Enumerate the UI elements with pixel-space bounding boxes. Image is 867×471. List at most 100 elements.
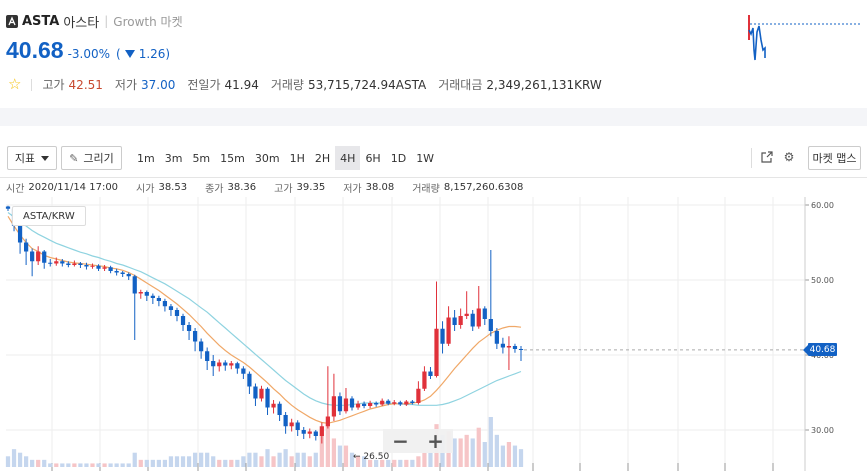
candle-body-36	[223, 362, 228, 366]
volume-bar-76	[464, 434, 469, 467]
volume-bar-23	[144, 459, 149, 467]
market-map-button[interactable]: 마켓 맵스	[808, 146, 861, 170]
volume-value: 53,715,724.94ASTA	[307, 77, 427, 92]
zoom-out-button[interactable]: −	[392, 429, 409, 453]
candle-body-53	[325, 416, 330, 427]
candle-body-78	[476, 308, 481, 327]
volume-bar-40	[247, 452, 252, 467]
interval-1h[interactable]: 1H	[289, 151, 305, 165]
volume-bar-55	[337, 445, 343, 467]
candle-body-22	[138, 292, 143, 294]
high-value-info: 39.35	[296, 181, 326, 193]
volume-bar-77	[470, 438, 475, 467]
title-row: ASTA 아스타 | Growth 마켓	[6, 12, 183, 31]
coin-symbol: ASTA	[22, 13, 60, 29]
close-value: 38.36	[227, 181, 257, 193]
interval-1d[interactable]: 1D	[390, 151, 407, 165]
mini-price-path	[748, 25, 766, 61]
candle-body-28	[174, 310, 180, 316]
candle-body-4	[30, 251, 35, 262]
volume-bar-16	[102, 463, 107, 467]
candle-body-58	[355, 403, 361, 408]
prev-close-label: 전일가	[187, 78, 221, 92]
volume-bar-62	[380, 459, 385, 467]
volume-bar-66	[404, 459, 409, 467]
volume-bar-5	[36, 459, 41, 467]
volume-bar-69	[422, 452, 427, 467]
trade-value-value: 2,349,261,131KRW	[486, 77, 602, 92]
fullscreen-icon[interactable]	[760, 150, 774, 164]
candle-body-64	[392, 402, 397, 404]
volume-bar-7	[48, 463, 53, 467]
volume-bar-33	[205, 452, 210, 467]
candle-body-54	[331, 396, 337, 417]
candle-body-83	[506, 346, 512, 348]
candle-body-56	[343, 398, 349, 412]
y-tick-label-1: 50.00	[811, 276, 834, 285]
ma-short-line	[7, 215, 522, 424]
volume-bar-43	[265, 449, 270, 467]
candle-body-48	[295, 422, 300, 430]
interval-30m[interactable]: 30m	[254, 151, 280, 165]
draw-button[interactable]: ✎ 그리기	[61, 146, 122, 170]
candle-body-52	[319, 426, 324, 436]
candle-body-0	[5, 206, 11, 209]
interval-15m[interactable]: 15m	[220, 151, 245, 165]
draw-label: 그리기	[83, 152, 114, 165]
volume-bar-46	[283, 449, 288, 467]
candle-body-37	[229, 363, 234, 366]
interval-5m[interactable]: 5m	[192, 151, 211, 165]
volume-bar-70	[428, 452, 433, 467]
interval-2h[interactable]: 2H	[314, 151, 331, 165]
candle-body-71	[434, 328, 439, 376]
zoom-in-button[interactable]: +	[427, 429, 444, 453]
volume-bar-22	[138, 459, 143, 467]
volume-bar-11	[72, 463, 77, 467]
candle-body-62	[380, 400, 385, 405]
volume-bar-85	[518, 449, 524, 467]
candle-body-49	[301, 430, 306, 434]
interval-6h[interactable]: 6H	[365, 151, 381, 165]
volume-bar-17	[108, 463, 113, 467]
candle-body-25	[156, 298, 161, 301]
volume-value-info: 8,157,260.6308	[443, 181, 524, 193]
candle-body-45	[277, 403, 282, 415]
candle-body-19	[120, 272, 125, 274]
volume-bar-19	[120, 463, 125, 467]
candle-body-29	[180, 316, 186, 325]
volume-bar-81	[494, 434, 499, 467]
interval-3m[interactable]: 3m	[164, 151, 183, 165]
volume-bar-18	[114, 463, 119, 467]
market-header: ASTA 아스타 | Growth 마켓 40.68 -3.00% (1.26)…	[0, 0, 867, 108]
candle-body-39	[241, 368, 246, 374]
plot-area	[6, 197, 805, 467]
volume-bar-2	[17, 452, 23, 467]
time-value: 2020/11/14 17:00	[28, 181, 119, 193]
candle-body-65	[398, 402, 403, 405]
interval-4h[interactable]: 4H	[335, 146, 361, 170]
candle-body-2	[17, 226, 23, 243]
settings-gear-icon[interactable]: ⚙	[783, 150, 795, 164]
volume-bar-56	[343, 445, 349, 467]
indicators-button[interactable]: 지표	[7, 146, 57, 170]
volume-bar-0	[5, 456, 11, 467]
candle-body-57	[349, 398, 355, 408]
candle-body-60	[368, 403, 373, 406]
favorite-star-icon[interactable]: ☆	[8, 75, 22, 93]
candle-body-72	[440, 328, 445, 344]
change-amount: (1.26)	[116, 47, 171, 61]
interval-1w[interactable]: 1W	[416, 151, 435, 165]
low-label-info: 저가	[343, 183, 362, 195]
open-label: 시가	[136, 183, 155, 195]
interval-1m[interactable]: 1m	[137, 151, 155, 165]
volume-bar-35	[217, 459, 222, 467]
candle-body-59	[361, 403, 367, 406]
pair-label: ASTA/KRW	[12, 206, 86, 226]
candle-body-38	[235, 363, 240, 369]
volume-bar-24	[150, 459, 155, 467]
candle-body-55	[337, 396, 343, 412]
candle-body-84	[512, 346, 518, 349]
volume-bar-57	[349, 452, 355, 467]
volume-bar-20	[126, 463, 131, 467]
